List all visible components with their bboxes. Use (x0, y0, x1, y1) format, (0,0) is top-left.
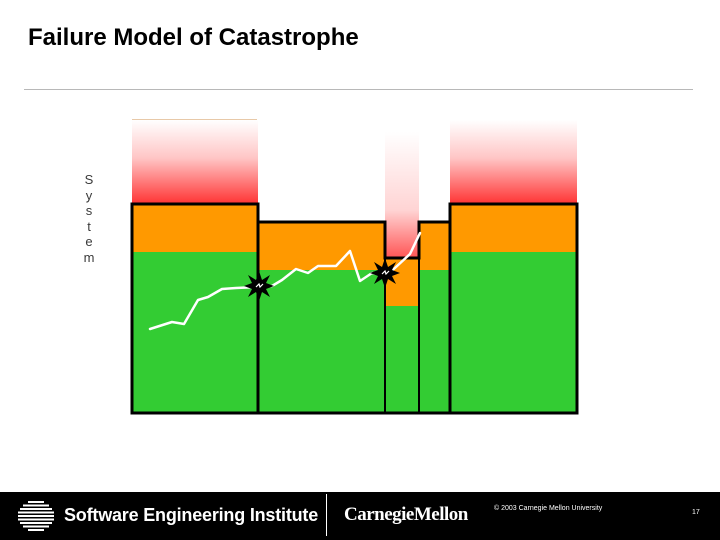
sei-wordmark: Software Engineering Institute (64, 505, 319, 525)
title-divider (24, 89, 693, 90)
warning-zone (132, 204, 258, 252)
safe-zone (259, 270, 385, 413)
danger-zone (385, 132, 419, 262)
sei-globe-logo-icon (18, 501, 54, 531)
cmu-wordmark: CarnegieMellon (344, 504, 468, 525)
page-number: 17 (692, 509, 700, 516)
copyright-notice: © 2003 Carnegie Mellon University (494, 505, 603, 512)
warning-zone (385, 258, 419, 306)
danger-zone (132, 120, 258, 204)
safe-zone (450, 252, 577, 413)
safe-zone (420, 270, 450, 413)
system-axis-label: S y s t e m (83, 172, 95, 265)
danger-zone (450, 120, 577, 204)
safe-zone (385, 306, 419, 413)
failure-burst-icon (370, 258, 400, 288)
warning-zone (450, 204, 577, 252)
footer-divider (326, 494, 327, 536)
failure-burst-icon (244, 271, 274, 301)
safe-zone (132, 252, 258, 413)
footer-bar (0, 492, 720, 540)
warning-zone (420, 222, 450, 270)
slide-title: Failure Model of Catastrophe (28, 24, 359, 51)
warning-zone (259, 222, 385, 270)
